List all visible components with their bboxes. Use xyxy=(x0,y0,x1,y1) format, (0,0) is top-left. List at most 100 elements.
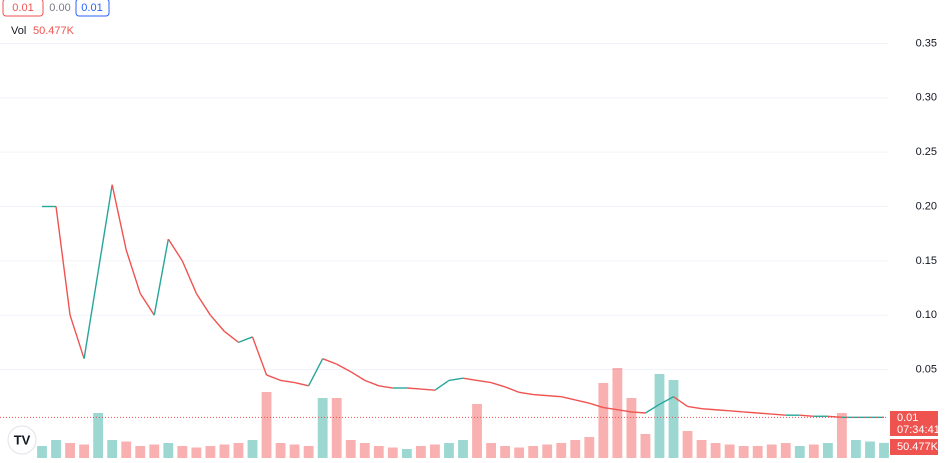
volume-bar xyxy=(472,404,482,458)
volume-bar xyxy=(303,446,314,458)
volume-bar xyxy=(879,442,889,458)
volume-bar xyxy=(93,413,104,458)
volume-bar xyxy=(710,443,721,458)
price-segment xyxy=(322,358,337,365)
price-segment xyxy=(462,377,478,382)
volume-bar xyxy=(163,443,174,458)
volume-bar xyxy=(640,434,651,458)
header-box xyxy=(2,0,44,17)
volume-label: Vol xyxy=(11,25,26,37)
price-segment xyxy=(224,330,239,343)
price-segment xyxy=(659,396,674,405)
volume-bar xyxy=(415,446,426,458)
volume-value: 50.477K xyxy=(33,25,75,37)
price-segment xyxy=(55,206,71,316)
logo: TV xyxy=(7,425,37,455)
header-value: 0.00 xyxy=(49,2,70,14)
price-segment xyxy=(673,396,688,408)
price-segment xyxy=(378,385,393,389)
y-tick-label: 0.30 xyxy=(916,92,937,104)
price-segment xyxy=(420,388,435,391)
y-tick-label: 0.25 xyxy=(916,146,937,158)
last-price-box xyxy=(890,411,938,436)
volume-bar xyxy=(219,444,230,458)
y-tick-label: 0.15 xyxy=(916,255,937,267)
volume-bar xyxy=(135,446,146,458)
y-tick-label: 0.05 xyxy=(916,363,937,375)
volume-bars xyxy=(37,368,889,458)
price-segment xyxy=(167,238,183,262)
price-segment xyxy=(547,394,562,398)
price-segment xyxy=(603,406,618,411)
price-segment xyxy=(827,415,842,419)
volume-bar xyxy=(500,446,511,458)
header-box xyxy=(75,0,110,17)
volume-bar xyxy=(345,440,356,458)
volume-bar xyxy=(79,444,90,458)
price-segment xyxy=(771,413,786,416)
volume-bar xyxy=(808,444,819,458)
price-segment xyxy=(209,314,225,332)
price-segment xyxy=(715,409,730,412)
price-segment xyxy=(490,381,506,388)
volume-bar xyxy=(724,444,735,458)
last-volume-box xyxy=(890,439,938,455)
volume-bar xyxy=(598,383,609,458)
price-line xyxy=(0,184,888,419)
volume-bar xyxy=(752,446,763,458)
volume-bar xyxy=(696,440,707,458)
volume-bar xyxy=(865,441,875,458)
price-segment xyxy=(238,336,253,344)
price-segment xyxy=(69,314,85,359)
volume-bar xyxy=(331,398,342,458)
price-segment xyxy=(729,410,744,413)
volume-bar xyxy=(738,446,749,458)
price-segment xyxy=(757,412,772,415)
header-value: 0.01 xyxy=(81,2,102,14)
volume-bar xyxy=(584,437,595,458)
price-segment xyxy=(251,336,268,376)
countdown: 07:34:41 xyxy=(897,424,940,436)
price-segment xyxy=(125,249,141,294)
y-tick-label: 0.10 xyxy=(916,309,937,321)
volume-bar xyxy=(107,440,118,458)
price-segment xyxy=(153,238,169,316)
volume-bar xyxy=(430,444,440,458)
volume-bar xyxy=(626,398,637,458)
volume-bar xyxy=(444,443,454,458)
grid xyxy=(0,42,888,371)
volume-bar xyxy=(177,446,188,458)
price-segment xyxy=(406,387,421,390)
price-segment xyxy=(434,379,450,391)
volume-bar xyxy=(780,443,791,458)
volume-bar xyxy=(514,447,525,458)
y-tick-label: 0.35 xyxy=(916,37,937,49)
price-segment xyxy=(476,379,492,384)
volume-bar xyxy=(836,413,847,458)
price-segment xyxy=(561,396,576,401)
price-segment xyxy=(799,414,814,417)
price-segment xyxy=(448,377,464,382)
price-segment xyxy=(280,379,295,384)
volume-bar xyxy=(121,441,132,458)
price-segment xyxy=(195,293,211,316)
price-segment xyxy=(533,393,548,397)
volume-bar xyxy=(359,443,370,458)
price-segment xyxy=(743,411,758,414)
volume-bar xyxy=(822,443,833,458)
price-segment xyxy=(83,271,99,359)
volume-bar xyxy=(682,431,693,458)
price-segment xyxy=(519,391,534,396)
price-segment xyxy=(181,260,198,294)
volume-bar xyxy=(542,444,553,458)
volume-bar xyxy=(191,447,202,458)
volume-bar xyxy=(486,443,496,458)
volume-bar xyxy=(37,446,47,458)
volume-bar xyxy=(458,440,468,458)
price-segment xyxy=(364,379,380,387)
price-segment xyxy=(266,374,281,382)
volume-bar xyxy=(275,443,286,458)
last-price-label: 0.01 xyxy=(897,412,918,424)
volume-bar xyxy=(247,440,258,458)
volume-bar xyxy=(373,446,384,458)
